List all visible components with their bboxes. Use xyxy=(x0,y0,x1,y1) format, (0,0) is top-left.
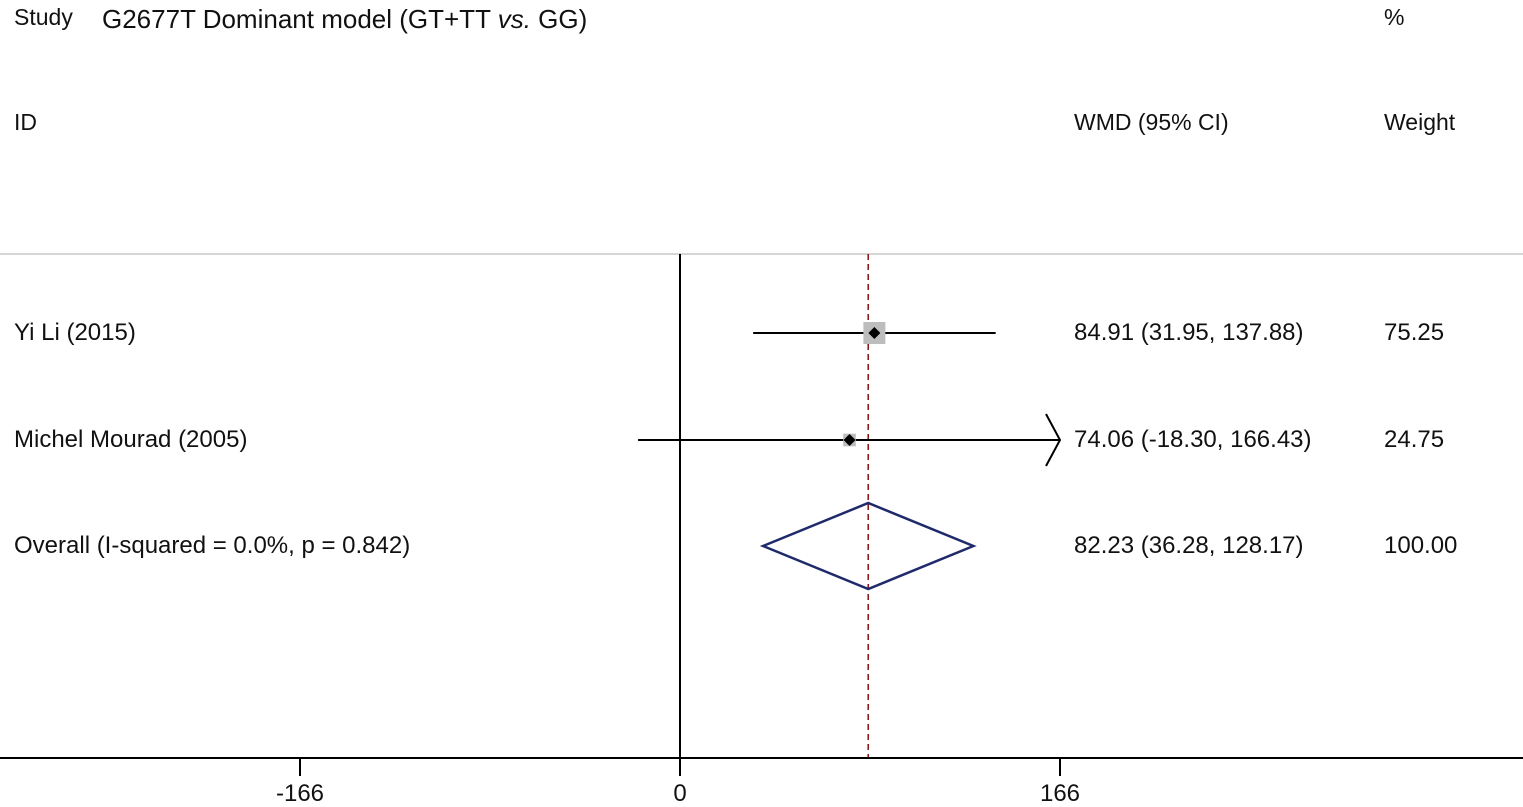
chart-title: G2677T Dominant model (GT+TT vs. GG) xyxy=(102,6,587,32)
effect-header: WMD (95% CI) xyxy=(1074,109,1229,135)
point-estimate xyxy=(843,434,856,446)
overall-label: Overall (I-squared = 0.0%, p = 0.842) xyxy=(14,532,411,559)
title-main: G2677T Dominant model (GT+TT xyxy=(102,4,498,34)
x-tick-label: 0 xyxy=(673,780,687,807)
study-ci-text: 84.91 (31.95, 137.88) xyxy=(1074,319,1304,346)
percent-header: % xyxy=(1384,4,1405,30)
point-estimate xyxy=(868,327,881,339)
study-header: Study xyxy=(14,4,73,30)
title-vs: vs. xyxy=(497,4,531,34)
weight-header: Weight xyxy=(1384,109,1456,135)
overall-ci-text: 82.23 (36.28, 128.17) xyxy=(1074,532,1304,559)
study-ci-text: 74.06 (-18.30, 166.43) xyxy=(1074,426,1312,453)
ci-arrow xyxy=(1045,413,1062,467)
study-weight: 24.75 xyxy=(1384,426,1445,453)
study-weight: 75.25 xyxy=(1384,319,1445,346)
overall-weight: 100.00 xyxy=(1384,532,1458,559)
x-tick-label: -166 xyxy=(275,780,325,807)
id-header: ID xyxy=(14,109,37,135)
title-end: GG) xyxy=(530,4,588,34)
study-label: Michel Mourad (2005) xyxy=(14,426,248,453)
study-label: Yi Li (2015) xyxy=(14,319,136,346)
x-tick-label: 166 xyxy=(1039,780,1081,807)
overall-diamond xyxy=(759,501,977,591)
